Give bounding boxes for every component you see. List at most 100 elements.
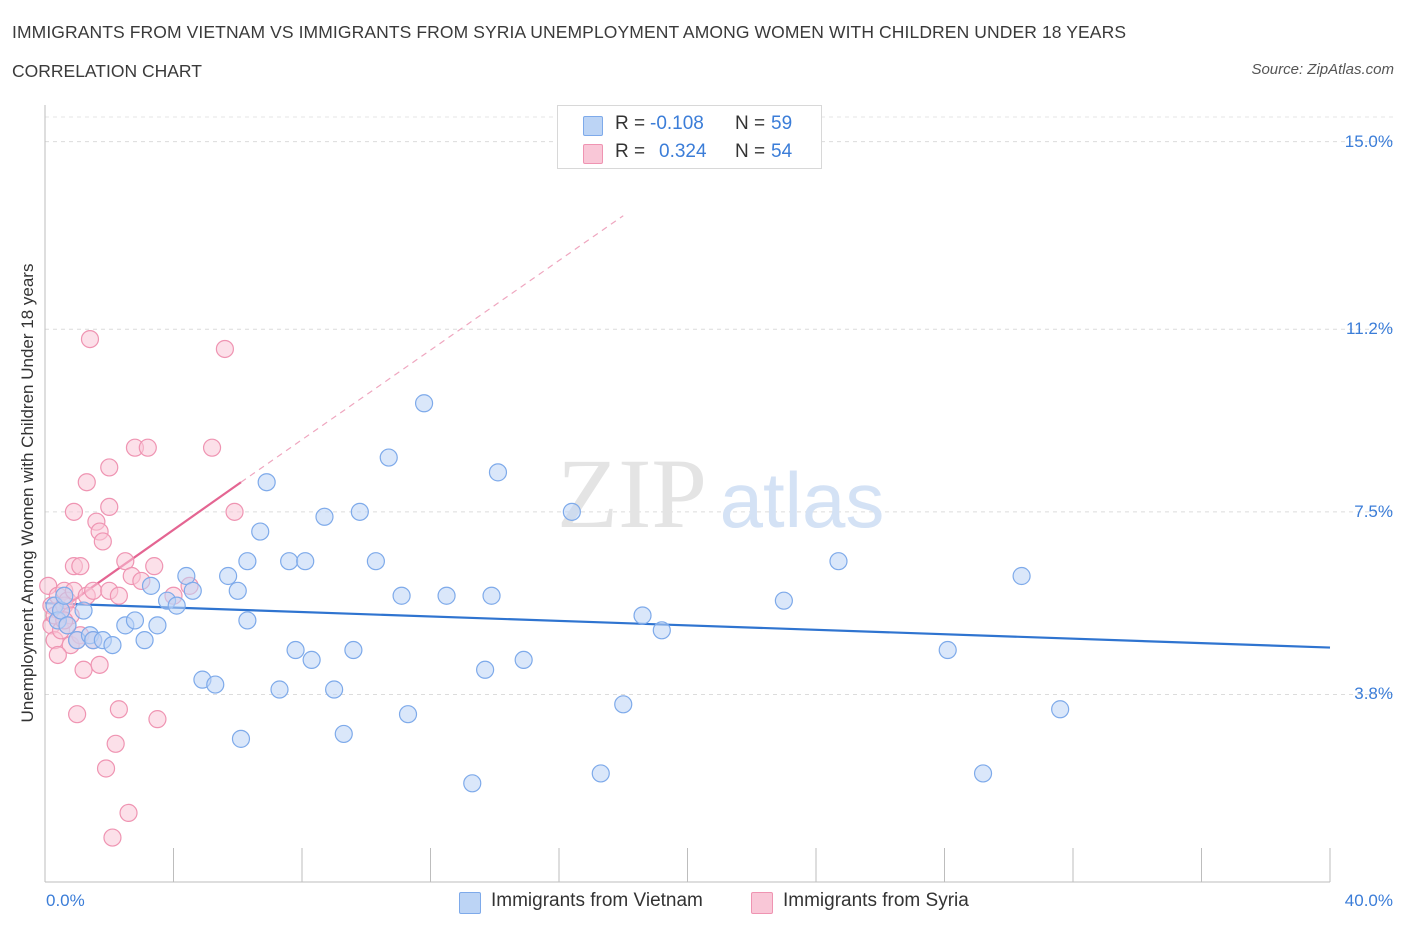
vietnam-point bbox=[1012, 566, 1031, 586]
syria-point bbox=[80, 329, 100, 349]
vietnam-point bbox=[251, 522, 270, 541]
vietnam-point bbox=[103, 635, 122, 655]
vietnam-point bbox=[973, 764, 993, 783]
vietnam-point bbox=[238, 552, 257, 571]
syria-point bbox=[100, 497, 119, 517]
grid bbox=[45, 116, 1395, 695]
vietnam-point bbox=[652, 621, 671, 640]
y-tick-label: 15.0% bbox=[1344, 131, 1393, 151]
syria-point bbox=[74, 660, 93, 679]
vietnam-point bbox=[350, 502, 369, 521]
vietnam-point bbox=[437, 586, 456, 605]
vietnam-point bbox=[463, 774, 482, 793]
vietnam-point bbox=[392, 586, 411, 605]
vietnam-point bbox=[488, 463, 508, 482]
legend-r-value: -0.108 bbox=[650, 113, 704, 134]
vietnam-point bbox=[74, 601, 93, 620]
vietnam-point bbox=[58, 616, 77, 635]
vietnam-point bbox=[938, 640, 957, 660]
vietnam-point bbox=[270, 680, 289, 699]
vietnam-point bbox=[167, 596, 186, 615]
legend-n-label: N = bbox=[735, 113, 766, 134]
syria-point bbox=[109, 700, 128, 719]
vietnam-point bbox=[1051, 700, 1070, 719]
vietnam-point bbox=[325, 680, 344, 699]
vietnam-point bbox=[829, 552, 848, 571]
syria-point bbox=[109, 586, 128, 605]
syria-points bbox=[39, 329, 244, 847]
syria-point bbox=[84, 581, 103, 600]
vietnam-point bbox=[315, 507, 334, 526]
legend-n-label: N = bbox=[735, 141, 766, 162]
chart-subtitle: CORRELATION CHART bbox=[12, 61, 202, 81]
vietnam-point bbox=[514, 650, 533, 670]
syria-point bbox=[202, 438, 222, 457]
vietnam-point bbox=[206, 675, 225, 694]
vietnam-point bbox=[219, 566, 238, 586]
syria-point bbox=[93, 532, 112, 551]
syria-point bbox=[103, 828, 122, 847]
bottom-legend-swatch-syria bbox=[751, 892, 773, 914]
watermark-zip: ZIP bbox=[557, 438, 707, 549]
syria-point bbox=[48, 645, 67, 665]
syria-point bbox=[68, 705, 87, 724]
syria-point bbox=[225, 502, 244, 521]
vietnam-point bbox=[476, 660, 495, 679]
syria-point bbox=[71, 557, 90, 576]
syria-point bbox=[90, 655, 109, 674]
vietnam-point bbox=[135, 631, 154, 650]
axes bbox=[44, 105, 1331, 883]
syria-point bbox=[100, 458, 119, 477]
vietnam-point bbox=[414, 394, 434, 413]
vietnam-point bbox=[344, 640, 363, 660]
watermark: ZIP atlas bbox=[557, 438, 884, 549]
legend-n-value: 59 bbox=[771, 113, 793, 134]
bottom-legend-swatch-vietnam bbox=[459, 892, 481, 914]
source-label: Source: ZipAtlas.com bbox=[1251, 61, 1394, 78]
legend-r-label: R = bbox=[615, 113, 646, 134]
syria-point bbox=[77, 473, 96, 492]
syria-point bbox=[119, 803, 138, 823]
vietnam-point bbox=[183, 581, 202, 600]
vietnam-point bbox=[591, 764, 610, 783]
syria-point bbox=[106, 734, 125, 753]
vietnam-point bbox=[141, 576, 161, 595]
vietnam-point bbox=[257, 473, 276, 492]
syria-point bbox=[96, 759, 116, 778]
y-tick-label: 11.2% bbox=[1346, 319, 1393, 339]
vietnam-point bbox=[238, 611, 257, 630]
vietnam-point bbox=[379, 448, 398, 467]
syria-point bbox=[138, 438, 157, 457]
vietnam-point bbox=[280, 552, 299, 571]
x-tick-max: 40.0% bbox=[1344, 891, 1393, 910]
vietnam-point bbox=[228, 581, 247, 600]
legend-n-value: 54 bbox=[771, 141, 793, 162]
legend-r-label: R = bbox=[615, 141, 646, 162]
vietnam-point bbox=[633, 606, 652, 625]
vietnam-points bbox=[45, 394, 1070, 793]
syria-point bbox=[148, 710, 167, 729]
syria-point bbox=[215, 339, 234, 359]
legend-r-value: 0.324 bbox=[659, 141, 707, 162]
vietnam-trend-line bbox=[44, 602, 1331, 649]
vietnam-point bbox=[366, 552, 385, 571]
correlation-legend: R = -0.108 N = 59 R = 0.324 N = 54 bbox=[557, 105, 822, 169]
watermark-atlas: atlas bbox=[720, 456, 885, 544]
vietnam-point bbox=[774, 591, 793, 610]
syria-point bbox=[64, 502, 84, 521]
syria-trend-extension bbox=[240, 215, 624, 483]
legend-swatch-vietnam bbox=[583, 116, 603, 136]
bottom-legend-label-vietnam: Immigrants from Vietnam bbox=[491, 890, 703, 911]
vietnam-point bbox=[334, 724, 353, 744]
vietnam-point bbox=[55, 586, 74, 605]
legend-swatch-syria bbox=[583, 144, 603, 164]
vietnam-point bbox=[286, 640, 305, 660]
vietnam-point bbox=[125, 611, 145, 630]
vietnam-point bbox=[231, 729, 251, 748]
chart-title: IMMIGRANTS FROM VIETNAM VS IMMIGRANTS FR… bbox=[12, 22, 1127, 42]
vietnam-point bbox=[562, 502, 581, 521]
x-tick-min: 0.0% bbox=[46, 891, 85, 910]
bottom-legend-label-syria: Immigrants from Syria bbox=[783, 890, 969, 911]
vietnam-point bbox=[296, 552, 315, 571]
